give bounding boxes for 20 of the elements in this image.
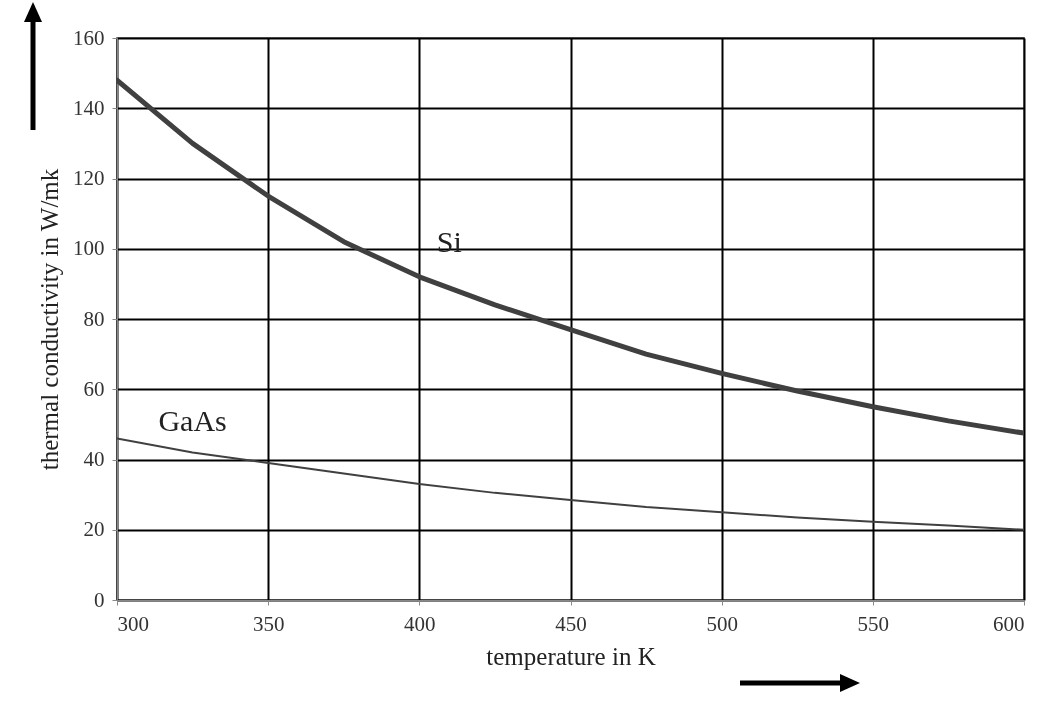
x-tick-label: 500 <box>706 611 738 636</box>
y-tick-label: 60 <box>83 376 105 401</box>
y-tick-label: 40 <box>83 447 105 471</box>
y-tick-label: 100 <box>73 236 105 261</box>
x-tick-label: 300 <box>117 611 149 636</box>
y-tick-label: 0 <box>94 587 105 612</box>
x-axis-title: temperature in K <box>486 642 656 670</box>
x-tick-label: 450 <box>555 611 587 636</box>
series-label: GaAs <box>158 404 227 438</box>
y-tick-label: 140 <box>73 95 105 120</box>
x-tick-label: 550 <box>857 611 890 636</box>
x-tick-label: 600 <box>993 611 1025 636</box>
x-tick-label: 350 <box>252 611 285 636</box>
y-axis-title: thermal conductivity in W/mk <box>36 168 63 471</box>
y-tick-label: 20 <box>83 517 105 542</box>
y-tick-label: 120 <box>73 166 105 190</box>
x-tick-label: 400 <box>404 611 436 636</box>
line-series <box>117 437 1024 531</box>
y-tick-label: 160 <box>73 25 105 50</box>
y-tick-label: 80 <box>83 306 105 331</box>
